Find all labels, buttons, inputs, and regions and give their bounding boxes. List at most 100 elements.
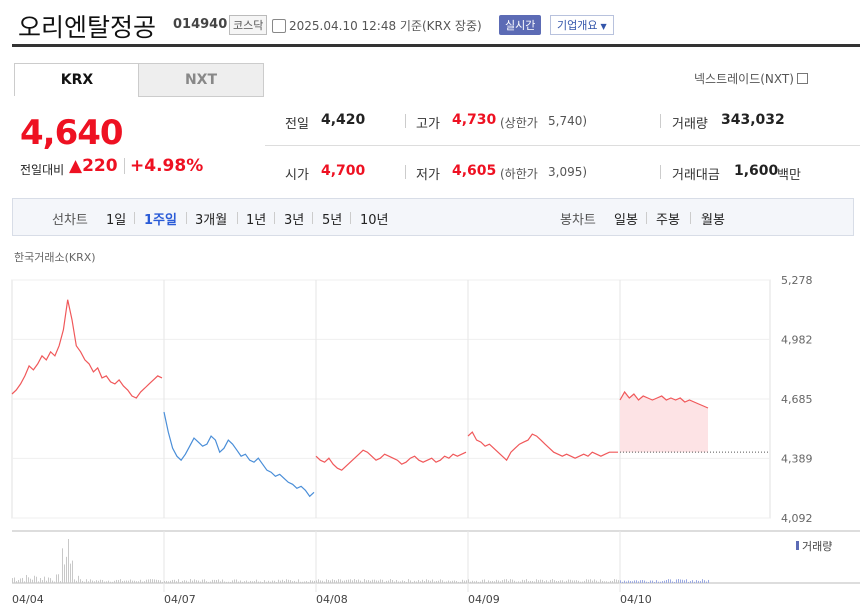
company-overview-button[interactable]: 기업개요 ▼ [550, 15, 614, 35]
volume-bar [400, 581, 401, 583]
volume-bar [452, 580, 453, 583]
volume-bar [646, 581, 647, 583]
volume-bar [160, 580, 161, 583]
volume-bar [460, 581, 461, 583]
exchange-label: 한국거래소(KRX) [14, 251, 96, 264]
period-1w[interactable]: 1주일 [144, 213, 177, 228]
volume-bar [112, 581, 113, 583]
volume-bar [56, 574, 57, 583]
volume-bar [328, 580, 329, 583]
volume-bar [550, 579, 551, 583]
volume-bar [504, 579, 505, 583]
volume-bar [168, 581, 169, 583]
volume-bar [690, 581, 691, 583]
market-badge: 코스닥 [229, 15, 268, 35]
volume-label: 거래량 [672, 117, 708, 132]
x-tick-label: 04/09 [468, 593, 500, 606]
volume-bar [154, 579, 155, 583]
tab-nxt[interactable]: NXT [138, 63, 264, 97]
candle-daily[interactable]: 일봉 [614, 213, 638, 228]
volume-bar [342, 580, 343, 583]
volume-bar [176, 581, 177, 583]
volume-bar [376, 580, 377, 583]
volume-bar [682, 579, 683, 583]
volume-bar [344, 580, 345, 583]
period-1y[interactable]: 1년 [246, 213, 267, 228]
tab-krx[interactable]: KRX [14, 63, 140, 96]
volume-bar [414, 580, 415, 583]
volume-bar [664, 580, 665, 583]
divider [405, 114, 406, 128]
y-tick-label: 4,092 [781, 512, 813, 525]
volume-bar [494, 581, 495, 583]
volume-bar [544, 581, 545, 583]
volume-bar [128, 580, 129, 583]
period-3m[interactable]: 3개월 [195, 213, 228, 228]
candle-chart-label: 봉차트 [560, 213, 596, 228]
volume-bar [568, 579, 569, 583]
volume-bar [520, 581, 521, 583]
volume-bar [654, 581, 655, 583]
volume-bar [204, 579, 205, 583]
volume-bar [426, 579, 427, 583]
volume-bar [44, 576, 45, 583]
volume-bar [190, 579, 191, 583]
price-series-line [467, 431, 618, 462]
y-tick-label: 4,982 [781, 333, 813, 346]
volume-bar [46, 580, 47, 583]
volume-bar [410, 580, 411, 583]
period-3y[interactable]: 3년 [284, 213, 305, 228]
volume-bar [384, 581, 385, 583]
volume-bar [562, 580, 563, 583]
volume-bar [296, 581, 297, 583]
volume-bar [194, 579, 195, 583]
nxt-link[interactable]: 넥스트레이드(NXT) [694, 70, 808, 87]
x-tick-label: 04/10 [620, 593, 652, 606]
volume-bar [148, 579, 149, 583]
volume-bar [658, 581, 659, 583]
volume-bar [132, 580, 133, 583]
header-divider [12, 44, 860, 47]
volume-bar [628, 580, 629, 583]
volume-bar [674, 581, 675, 583]
volume-bar [20, 578, 21, 583]
volume-bar [280, 580, 281, 583]
volume-bar [336, 580, 337, 583]
volume-bar [286, 579, 287, 583]
volume-bar [40, 578, 41, 583]
volume-bar [484, 579, 485, 583]
realtime-button[interactable]: 실시간 [499, 15, 542, 35]
volume-bar [324, 581, 325, 583]
volume-bar [126, 580, 127, 583]
volume-bar [72, 560, 73, 583]
period-1d[interactable]: 1일 [106, 213, 127, 228]
volume-bar [246, 580, 247, 583]
volume-bar [606, 581, 607, 583]
amount-unit: 백만 [777, 168, 801, 183]
volume-bar [462, 579, 463, 583]
volume-bar [116, 579, 117, 583]
volume-bar [516, 581, 517, 583]
volume-bar [604, 581, 605, 583]
volume-bar [234, 579, 235, 583]
volume-bar [332, 579, 333, 583]
high-value: 4,730 [452, 112, 497, 128]
period-10y[interactable]: 10년 [360, 213, 389, 228]
divider [405, 165, 406, 179]
volume-bar [76, 580, 77, 583]
candle-monthly[interactable]: 월봉 [701, 213, 725, 228]
volume-bar [314, 580, 315, 583]
period-5y[interactable]: 5년 [322, 213, 343, 228]
volume-bar [688, 581, 689, 583]
candle-weekly[interactable]: 주봉 [656, 213, 680, 228]
volume-bar [630, 581, 631, 583]
volume-bar [408, 579, 409, 583]
volume-bar [248, 581, 249, 583]
volume-bar [118, 580, 119, 583]
volume-bar [236, 579, 237, 583]
volume-bar [692, 580, 693, 583]
volume-bar [220, 581, 221, 583]
volume-bar [26, 574, 27, 583]
volume-bar [106, 581, 107, 583]
volume-bar [334, 579, 335, 583]
